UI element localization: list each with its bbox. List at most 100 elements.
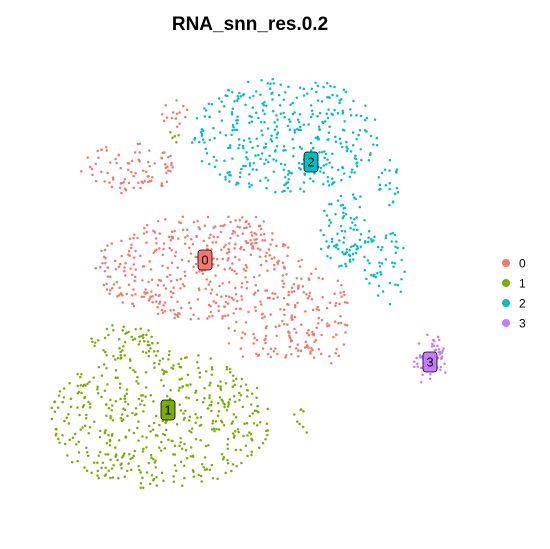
cell-point-cluster-1 [188, 415, 192, 419]
cell-point-cluster-1 [172, 480, 176, 483]
cell-point-cluster-2 [359, 195, 362, 198]
cell-point-cluster-0 [219, 230, 223, 234]
cell-point-cluster-0 [123, 269, 126, 273]
cell-point-cluster-0 [297, 354, 300, 358]
cell-point-cluster-2 [265, 104, 268, 107]
cell-point-cluster-1 [234, 416, 238, 419]
cell-point-cluster-1 [109, 417, 112, 420]
cell-point-cluster-0 [264, 259, 268, 263]
cell-point-cluster-1 [105, 403, 108, 406]
cell-point-cluster-1 [265, 422, 269, 425]
cell-point-cluster-2 [260, 79, 263, 82]
cell-point-cluster-0 [208, 236, 211, 240]
cell-point-cluster-0 [304, 340, 308, 343]
cell-point-cluster-0 [125, 292, 129, 296]
cell-point-cluster-1 [150, 335, 153, 339]
cell-point-cluster-3 [430, 345, 434, 348]
cell-point-cluster-1 [93, 420, 96, 424]
cell-point-cluster-1 [134, 413, 137, 416]
cell-point-cluster-0 [160, 156, 163, 159]
legend-item-1: 1 [502, 277, 526, 291]
cell-point-cluster-1 [116, 376, 119, 379]
cell-point-cluster-0 [179, 221, 183, 225]
cell-point-cluster-0 [155, 242, 158, 245]
cell-point-cluster-0 [246, 280, 249, 284]
cell-point-cluster-0 [149, 295, 153, 298]
cell-point-cluster-1 [163, 447, 167, 450]
cell-point-cluster-0 [250, 242, 254, 245]
cell-point-cluster-1 [90, 337, 93, 340]
cell-point-cluster-0 [169, 154, 172, 158]
cell-point-cluster-1 [137, 343, 141, 346]
cell-point-cluster-2 [257, 116, 260, 120]
cell-point-cluster-1 [83, 466, 86, 469]
cell-point-cluster-2 [302, 181, 306, 184]
cell-point-cluster-0 [150, 278, 154, 281]
cell-point-cluster-1 [181, 384, 184, 388]
cell-point-cluster-0 [106, 275, 110, 278]
cell-point-cluster-0 [170, 295, 173, 299]
cell-point-cluster-2 [279, 83, 282, 86]
cell-point-cluster-0 [275, 334, 278, 337]
cell-point-cluster-2 [351, 221, 354, 224]
cell-point-cluster-0 [258, 255, 262, 258]
cell-point-cluster-2 [336, 112, 340, 115]
cell-point-cluster-0 [281, 261, 285, 264]
cell-point-cluster-1 [234, 448, 238, 452]
cell-point-cluster-2 [291, 137, 294, 141]
cell-point-cluster-1 [132, 431, 136, 435]
cell-point-cluster-0 [183, 242, 187, 246]
cluster-label-text: 2 [307, 155, 314, 170]
cell-point-cluster-0 [198, 227, 202, 231]
cell-point-cluster-2 [323, 209, 326, 213]
cell-point-cluster-2 [326, 96, 329, 99]
cell-point-cluster-2 [248, 121, 251, 125]
cell-point-cluster-0 [290, 353, 293, 356]
points-layer [50, 77, 447, 490]
cell-point-cluster-1 [158, 446, 161, 449]
cell-point-cluster-0 [100, 148, 103, 152]
cell-point-cluster-1 [147, 329, 150, 332]
cell-point-cluster-0 [175, 313, 179, 317]
cell-point-cluster-1 [208, 404, 211, 407]
cell-point-cluster-0 [269, 355, 273, 359]
cell-point-cluster-1 [154, 466, 158, 469]
cell-point-cluster-0 [129, 267, 132, 270]
cell-point-cluster-0 [272, 297, 275, 301]
cell-point-cluster-1 [147, 424, 151, 428]
cell-point-cluster-0 [301, 285, 305, 288]
cell-point-cluster-2 [261, 102, 264, 105]
cell-point-cluster-1 [57, 394, 61, 397]
cell-point-cluster-1 [137, 464, 140, 468]
cell-point-cluster-0 [208, 315, 211, 318]
cell-point-cluster-1 [255, 424, 259, 427]
cell-point-cluster-2 [369, 153, 372, 157]
cell-point-cluster-1 [77, 451, 81, 454]
cell-point-cluster-0 [170, 248, 173, 252]
cell-point-cluster-0 [120, 239, 123, 243]
cell-point-cluster-1 [172, 453, 175, 456]
cell-point-cluster-1 [112, 354, 115, 358]
cell-point-cluster-2 [391, 231, 395, 235]
cluster-label-text: 0 [201, 253, 208, 268]
cell-point-cluster-1 [109, 414, 112, 418]
cell-point-cluster-2 [322, 233, 325, 237]
cell-point-cluster-1 [244, 383, 248, 386]
cell-point-cluster-2 [289, 190, 292, 193]
cell-point-cluster-0 [263, 338, 266, 342]
cell-point-cluster-1 [237, 430, 240, 434]
cell-point-cluster-0 [134, 249, 137, 253]
cell-point-cluster-2 [266, 82, 270, 85]
cell-point-cluster-2 [296, 118, 300, 121]
cell-point-cluster-0 [162, 284, 166, 287]
cell-point-cluster-0 [171, 166, 175, 169]
cell-point-cluster-0 [213, 225, 217, 228]
cell-point-cluster-0 [287, 293, 290, 297]
cell-point-cluster-2 [198, 140, 201, 144]
cell-point-cluster-1 [179, 357, 183, 361]
cell-point-cluster-2 [378, 261, 381, 264]
cell-point-cluster-2 [348, 254, 352, 258]
cell-point-cluster-1 [119, 416, 123, 420]
cell-point-cluster-1 [239, 394, 243, 397]
